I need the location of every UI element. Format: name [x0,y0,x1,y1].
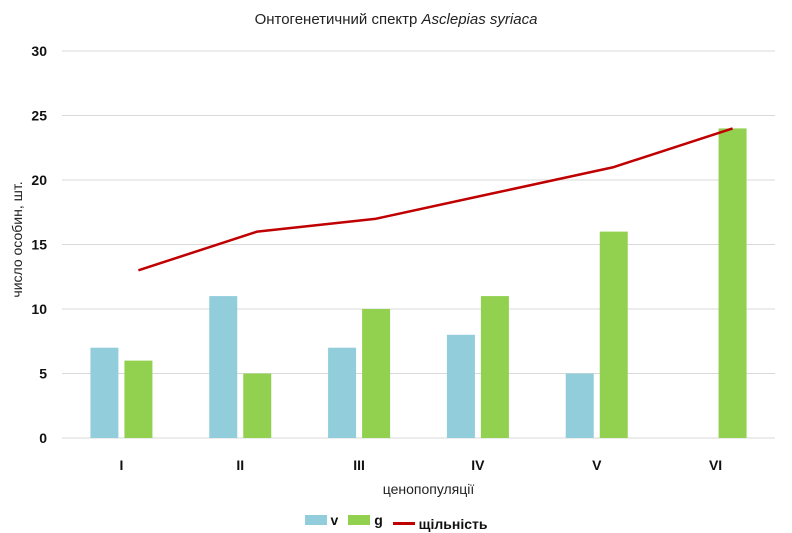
bar-v [565,373,594,438]
legend-item-v: v [304,512,339,528]
legend-swatch-v [304,515,327,525]
x-tick-label: VI [709,457,722,473]
y-tick-label: 20 [31,172,47,188]
legend-label-density: щільність [418,515,488,532]
x-tick-label: I [119,457,123,473]
y-tick-label: 0 [39,430,47,446]
chart-title: Онтогенетичний спектр Asclepias syriaca [0,11,792,28]
x-tick-label: II [236,457,244,473]
chart-title-text: Онтогенетичний спектр [254,11,418,28]
legend-label-v: v [330,512,339,528]
bar-g [124,360,153,438]
chart-legend: v g щільність [0,512,792,532]
bar-v [90,347,119,438]
bar-g [243,373,272,438]
bar-v [209,296,238,438]
legend-label-g: g [374,512,383,528]
legend-swatch-density [392,522,415,525]
line-density [138,127,733,272]
x-tick-label: III [353,457,365,473]
legend-item-density: щільність [392,515,488,532]
bar-g [480,296,509,438]
y-axis-label: число особин, шт. [9,181,25,297]
bar-v [446,334,475,438]
y-tick-label: 15 [31,237,47,253]
legend-item-g: g [348,512,383,528]
y-tick-label: 5 [39,366,47,382]
bar-g [599,231,628,438]
y-tick-label: 25 [31,108,47,124]
x-tick-label: IV [471,457,485,473]
x-axis-label: ценопопуляції [383,481,475,497]
chart-title-species: Asclepias syriaca [421,11,538,28]
y-tick-label: 30 [31,43,47,59]
bar-g [718,128,747,438]
bar-g [362,309,391,438]
legend-swatch-g [348,515,371,525]
x-tick-label: V [592,457,602,473]
y-tick-label: 10 [31,301,47,317]
bar-v [328,347,357,438]
